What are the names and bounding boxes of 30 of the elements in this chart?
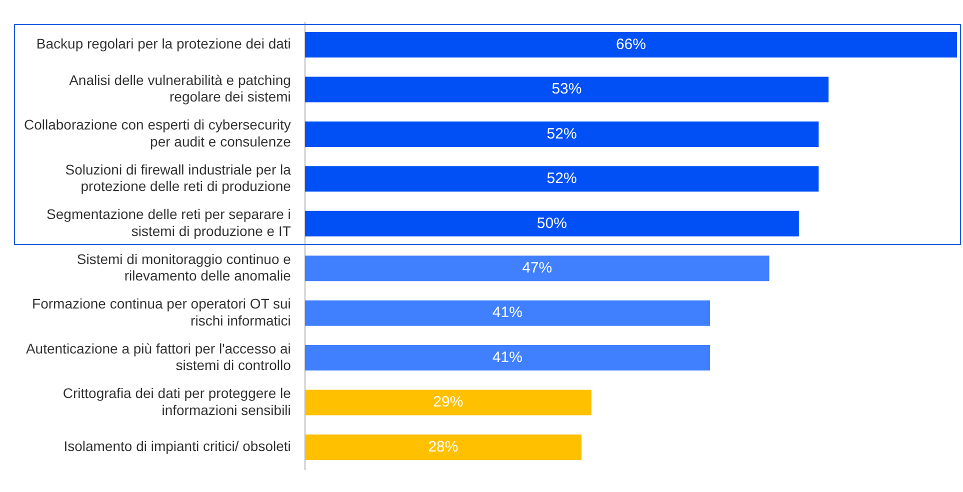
y-tick-label: Collaborazione con esperti di cybersecurity per audit e consulenze bbox=[24, 116, 292, 150]
y-tick-label: Backup regolari per la protezione dei dati bbox=[36, 36, 291, 52]
data-label: 66% bbox=[616, 36, 646, 53]
data-label: 50% bbox=[536, 214, 567, 232]
y-tick-label: Crittografia dei dati per proteggere le informazioni sensibili bbox=[62, 384, 292, 418]
data-label: 28% bbox=[428, 438, 458, 456]
data-label: 41% bbox=[492, 304, 522, 322]
data-label: 52% bbox=[546, 125, 577, 142]
bar bbox=[304, 32, 957, 58]
y-tick-label: Autenticazione a più fattori per l'accesso ai sistemi di controllo bbox=[26, 340, 292, 374]
bar bbox=[304, 256, 770, 282]
y-tick-label: Analisi delle vulnerabilità e patching regolare dei sistemi bbox=[69, 72, 291, 105]
y-tick-label: Sistemi di monitoraggio continuo e rilevamento delle anomalie bbox=[76, 250, 292, 284]
bar bbox=[304, 121, 819, 147]
y-tick-label: Isolamento di impianti critici/ obsoleti bbox=[64, 438, 291, 454]
bar bbox=[304, 76, 829, 102]
bar bbox=[304, 345, 710, 371]
bar bbox=[304, 434, 582, 460]
bar bbox=[304, 390, 592, 416]
data-label: 52% bbox=[546, 170, 577, 188]
data-label: 41% bbox=[492, 348, 522, 366]
data-label: 47% bbox=[522, 260, 552, 276]
y-tick-label: Soluzioni di firewall industriale per la protezione delle reti di produzione bbox=[65, 161, 292, 194]
bar bbox=[304, 300, 710, 326]
data-label: 53% bbox=[552, 80, 582, 98]
data-label: 29% bbox=[433, 394, 464, 411]
bar bbox=[304, 210, 799, 236]
y-tick-label: Segmentazione delle reti per separare i sistemi di produzione e IT bbox=[46, 206, 292, 239]
y-tick-label: Formazione continua per operatori OT sui rischi informatici bbox=[32, 296, 291, 328]
bar bbox=[304, 166, 819, 192]
